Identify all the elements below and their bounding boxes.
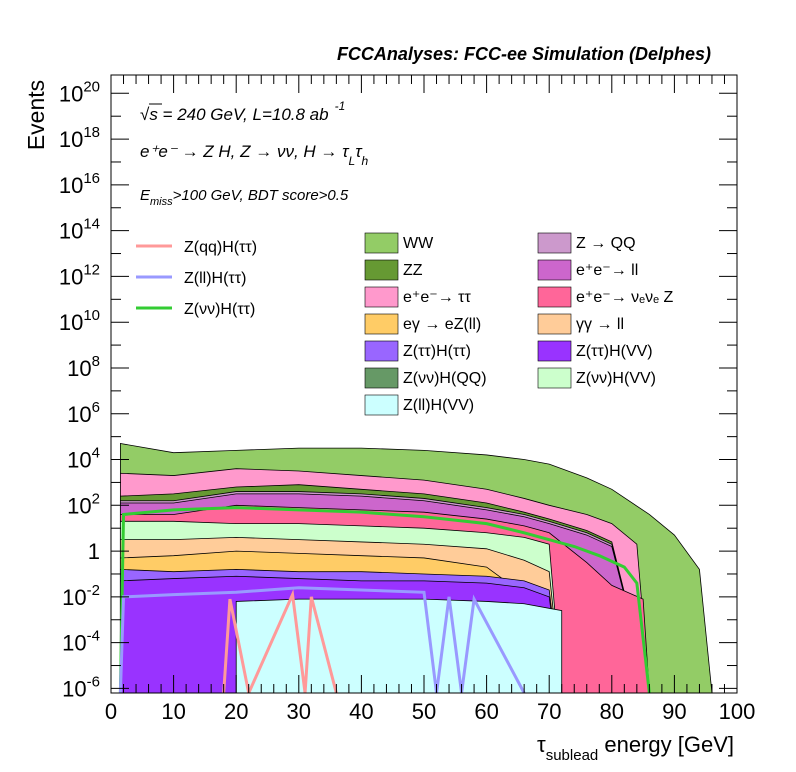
y-tick-label: 1016 [59, 170, 100, 198]
legend-label: γγ → ll [576, 316, 624, 333]
legend-swatch-ll [537, 313, 572, 335]
legend-swatch-ww [364, 232, 399, 254]
y-tick-label: 102 [67, 490, 100, 518]
signal-line-z-h [118, 506, 651, 693]
legend-label: Z(νν)H(QQ) [403, 370, 487, 387]
legend-label: Z(ττ)H(ττ) [403, 343, 471, 360]
annotation-selection: Emiss>100 GeV, BDT score>0.5 [140, 187, 349, 208]
legend-swatch-e-e-z [537, 286, 572, 308]
x-tick-label: 30 [287, 699, 311, 724]
chart-title: FCCAnalyses: FCC-ee Simulation (Delphes) [337, 44, 711, 64]
x-tick-label: 80 [600, 699, 624, 724]
legend-swatch-z-h [364, 340, 399, 362]
legend-label: e⁺e⁻→ ll [576, 262, 638, 279]
x-tick-label: 100 [719, 699, 756, 724]
y-tick-label: 10-6 [62, 673, 100, 701]
y-tick-label: 108 [67, 353, 100, 381]
legend-label: e⁺e⁻→ νₑνₑ Z [576, 289, 673, 306]
annotation-energy: √s = 240 GeV, L=10.8 ab -1 [140, 99, 345, 124]
y-tick-label: 104 [67, 445, 100, 473]
y-tick-label: 1014 [59, 216, 100, 244]
legend-swatch-e-e [364, 286, 399, 308]
legend-label: eγ → eZ(ll) [403, 316, 481, 333]
y-tick-label: 1018 [59, 124, 100, 152]
legend-swatch-z-h-qq [364, 367, 399, 389]
signal-line-z-ll-h [118, 586, 526, 693]
legend-label: Z → QQ [576, 235, 636, 252]
x-tick-label: 0 [105, 699, 117, 724]
signal-lines [118, 506, 651, 693]
y-tick-label: 1020 [59, 78, 100, 106]
legend-swatch-zz [364, 259, 399, 281]
annotations: √s = 240 GeV, L=10.8 ab -1 e⁺e⁻ → Z H, Z … [140, 99, 369, 208]
legend-label: ZZ [403, 262, 423, 279]
y-tick-label: 1 [88, 539, 100, 564]
y-axis-label: Events [23, 80, 49, 150]
x-tick-label: 20 [224, 699, 248, 724]
y-tick-label: 10-4 [62, 628, 100, 656]
x-tick-label: 70 [537, 699, 561, 724]
y-tick-label: 106 [67, 399, 100, 427]
x-axis-label: τsublead energy [GeV] [537, 732, 734, 764]
legend-label: Z(νν)H(ττ) [184, 301, 255, 318]
signal-line-z-qq-h [222, 589, 338, 693]
signal-legend: Z(qq)H(ττ) Z(ll)H(ττ) Z(νν)H(ττ) [136, 239, 257, 318]
y-tick-label: 10-2 [62, 582, 100, 610]
legend-label: WW [403, 235, 434, 252]
legend-label: Z(ll)H(ττ) [184, 270, 246, 287]
legend-swatch-z-qq [537, 232, 572, 254]
y-axis: 10-6 10-4 10-2 1 102 104 106 108 1010 1012 1014 101… [59, 78, 737, 701]
x-axis: 0 10 20 30 40 50 60 70 80 90 100 [105, 75, 755, 724]
legend-label: Z(νν)H(VV) [576, 370, 656, 387]
legend-swatch-z-h-vv [537, 367, 572, 389]
background-legend: WW ZZ e⁺e⁻→ ττ eγ → eZ(ll) Z(ττ)H(ττ) Z(νν)H(… [364, 232, 673, 416]
stack-layers [119, 443, 737, 693]
x-tick-label: 50 [412, 699, 436, 724]
annotation-process: e⁺e⁻ → Z H, Z → νν, H → τLτh [140, 142, 369, 168]
legend-swatch-e-e-ll [537, 259, 572, 281]
legend-label: Z(qq)H(ττ) [184, 239, 257, 256]
x-tick-label: 60 [474, 699, 498, 724]
x-tick-label: 10 [161, 699, 185, 724]
y-tick-label: 1012 [59, 261, 100, 289]
legend-label: e⁺e⁻→ ττ [403, 289, 471, 306]
legend-swatch-e-ez-ll [364, 313, 399, 335]
legend-label: Z(ττ)H(VV) [576, 343, 653, 360]
legend-swatch-z-ll-h-vv [364, 394, 399, 416]
legend-swatch-z-h-vv [537, 340, 572, 362]
stack-layer-z-ll-h-vv [120, 598, 737, 693]
x-tick-label: 40 [349, 699, 373, 724]
x-tick-label: 90 [662, 699, 686, 724]
legend-label: Z(ll)H(VV) [403, 397, 474, 414]
y-tick-label: 1010 [59, 307, 100, 335]
